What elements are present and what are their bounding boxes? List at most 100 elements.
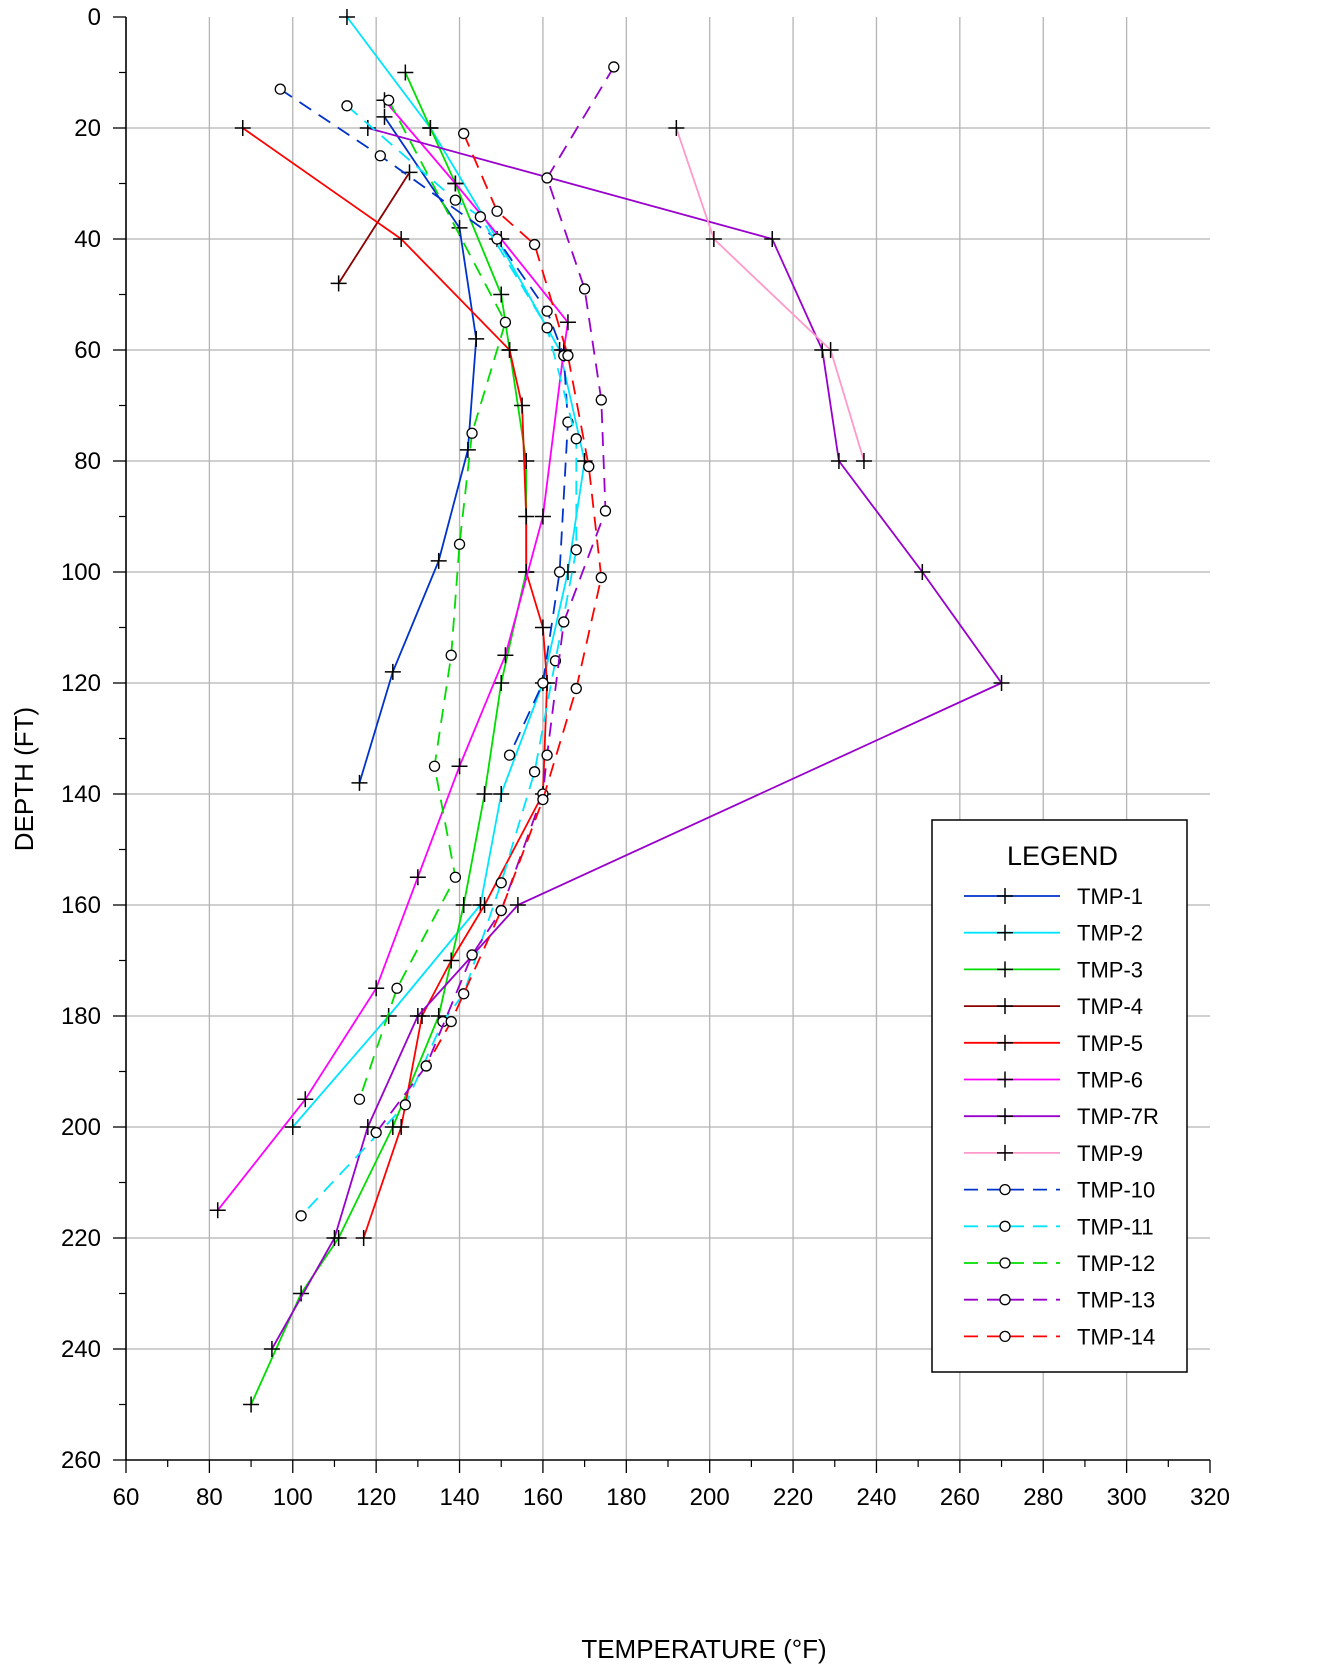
data-point-tmp-11 xyxy=(399,1099,411,1111)
data-point-tmp-1 xyxy=(351,774,368,791)
data-point-tmp-14 xyxy=(420,1060,432,1072)
data-point-tmp-14 xyxy=(583,460,595,473)
data-point-tmp-12 xyxy=(449,871,462,883)
data-point-tmp-3 xyxy=(422,120,439,136)
data-point-tmp-13 xyxy=(558,616,570,628)
legend-label-tmp-1: TMP-1 xyxy=(1077,884,1143,909)
legend-marker-tmp-12 xyxy=(999,1257,1011,1269)
data-point-tmp-14 xyxy=(562,349,574,362)
series-tmp-12 xyxy=(353,94,512,1105)
legend-marker-tmp-2 xyxy=(997,924,1013,941)
legend-item-tmp-3: TMP-3 xyxy=(964,957,1143,982)
data-point-tmp-1 xyxy=(459,441,476,458)
data-point-tmp-11 xyxy=(570,544,582,556)
y-tick-label: 220 xyxy=(61,1225,101,1252)
data-point-tmp-10 xyxy=(374,150,386,162)
data-point-tmp-7r xyxy=(359,1119,376,1135)
data-point-tmp-10 xyxy=(491,233,503,245)
y-tick-label: 120 xyxy=(61,670,101,697)
data-point-tmp-12 xyxy=(383,94,395,106)
data-point-tmp-5 xyxy=(393,231,410,247)
legend-item-tmp-6: TMP-6 xyxy=(964,1068,1143,1093)
series-line-tmp-13 xyxy=(375,66,615,1134)
x-axis-title-text: TEMPERATURE (°F) xyxy=(581,1634,826,1664)
legend-marker-tmp-14 xyxy=(999,1330,1011,1343)
legend-item-tmp-5: TMP-5 xyxy=(964,1031,1143,1056)
data-point-tmp-7r xyxy=(326,1230,343,1246)
legend-label-tmp-2: TMP-2 xyxy=(1077,921,1143,946)
data-point-tmp-2 xyxy=(284,1119,301,1135)
x-tick-label: 60 xyxy=(113,1484,140,1511)
data-point-tmp-6 xyxy=(209,1202,226,1219)
data-point-tmp-7r xyxy=(764,231,781,247)
legend-label-tmp-13: TMP-13 xyxy=(1077,1288,1155,1313)
legend-marker-tmp-9 xyxy=(997,1144,1013,1161)
legend-item-tmp-4: TMP-4 xyxy=(964,994,1143,1019)
data-point-tmp-12 xyxy=(428,760,441,772)
series-tmp-4 xyxy=(330,164,418,292)
series-layer xyxy=(209,9,1010,1413)
x-tick-label: 80 xyxy=(196,1484,223,1511)
legend: LEGEND TMP-1 TMP-2 TMP-3 TMP-4 TMP-5 TMP-6 TMP-… xyxy=(931,819,1188,1373)
data-point-tmp-1 xyxy=(430,552,447,569)
x-tick-label: 220 xyxy=(773,1484,813,1511)
data-point-tmp-10 xyxy=(541,305,553,317)
legend-box xyxy=(931,819,1188,1373)
data-point-tmp-12 xyxy=(353,1093,366,1105)
data-point-tmp-9 xyxy=(822,342,839,358)
x-tick-label: 260 xyxy=(940,1484,980,1511)
data-point-tmp-6 xyxy=(409,869,426,886)
data-point-tmp-14 xyxy=(537,793,549,806)
data-point-tmp-6 xyxy=(368,980,385,997)
legend-label-tmp-10: TMP-10 xyxy=(1077,1178,1155,1203)
data-point-tmp-13 xyxy=(595,394,607,406)
data-point-tmp-6 xyxy=(497,647,514,664)
x-tick-label: 320 xyxy=(1190,1484,1230,1511)
data-point-tmp-7r xyxy=(263,1341,280,1357)
legend-item-tmp-7r: TMP-7R xyxy=(964,1104,1159,1129)
data-point-tmp-9 xyxy=(855,453,872,469)
data-point-tmp-3 xyxy=(476,786,493,802)
data-point-tmp-11 xyxy=(528,766,541,778)
x-tick-label: 300 xyxy=(1107,1484,1147,1511)
x-tick-label: 140 xyxy=(440,1484,480,1511)
series-line-tmp-14 xyxy=(425,133,603,1067)
data-point-tmp-11 xyxy=(458,988,470,1000)
data-point-tmp-13 xyxy=(541,172,553,184)
y-tick-label: 20 xyxy=(74,115,101,142)
data-point-tmp-13 xyxy=(599,505,612,517)
data-point-tmp-11 xyxy=(474,211,487,223)
data-point-tmp-1 xyxy=(384,663,401,680)
data-point-tmp-10 xyxy=(537,677,549,689)
legend-marker-tmp-1 xyxy=(997,888,1013,904)
data-point-tmp-2 xyxy=(380,1008,397,1024)
legend-label-tmp-9: TMP-9 xyxy=(1077,1141,1143,1166)
data-point-tmp-7r xyxy=(409,1008,426,1024)
y-tick-label: 0 xyxy=(88,4,101,31)
data-point-tmp-1 xyxy=(468,330,485,347)
series-line-tmp-4 xyxy=(337,171,411,284)
legend-label-tmp-4: TMP-4 xyxy=(1077,994,1143,1019)
y-tick-label: 160 xyxy=(61,892,101,919)
legend-item-tmp-10: TMP-10 xyxy=(964,1178,1155,1203)
data-point-tmp-3 xyxy=(493,286,510,303)
data-point-tmp-13 xyxy=(541,749,553,761)
data-point-tmp-6 xyxy=(447,175,464,192)
data-point-tmp-4 xyxy=(330,275,347,292)
data-point-tmp-5 xyxy=(234,120,251,136)
data-point-tmp-11 xyxy=(495,877,507,889)
data-point-tmp-5 xyxy=(514,397,531,414)
data-point-tmp-6 xyxy=(451,758,468,775)
y-tick-label: 240 xyxy=(61,1336,101,1363)
legend-item-tmp-1: TMP-1 xyxy=(964,884,1143,909)
y-tick-label: 200 xyxy=(61,1114,101,1141)
data-point-tmp-11 xyxy=(449,194,462,206)
y-tick-label: 100 xyxy=(61,559,101,586)
legend-item-tmp-12: TMP-12 xyxy=(964,1251,1155,1276)
legend-marker-tmp-11 xyxy=(999,1220,1011,1232)
x-tick-label: 180 xyxy=(606,1484,646,1511)
x-tick-label: 160 xyxy=(523,1484,563,1511)
data-point-tmp-6 xyxy=(534,508,551,525)
data-point-tmp-3 xyxy=(243,1396,260,1413)
series-line-tmp-12 xyxy=(358,99,507,1100)
